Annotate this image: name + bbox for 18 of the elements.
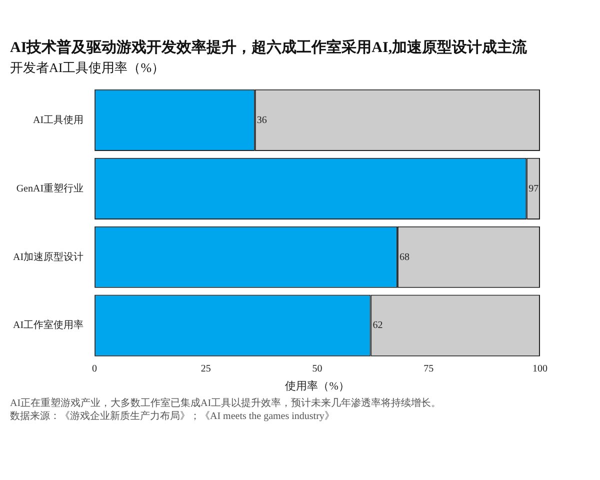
- data-label: 62: [372, 320, 383, 332]
- y-tick-label: AI工作室使用率: [12, 319, 84, 332]
- y-tick-label: GenAI重塑行业: [16, 182, 84, 194]
- x-tick-label: 25: [200, 363, 211, 374]
- data-label: 68: [399, 252, 410, 263]
- source-note: 数据来源：《游戏企业新质生产力布局》；《AI meets the games industry》: [10, 410, 336, 423]
- x-tick-label: 100: [532, 363, 548, 374]
- x-tick-label: 50: [312, 363, 322, 374]
- y-tick-label: AI工具使用: [32, 114, 84, 126]
- x-tick-label: 75: [424, 363, 434, 374]
- text: AI正在重塑游戏产业，大多数工作室已集成AI工具以提升效率，预计未来几年渗透率将持续增长。: [10, 397, 442, 410]
- x-tick-label: 0: [92, 363, 98, 374]
- data-label: 97: [528, 183, 539, 194]
- y-tick-label: AI加速原型设计: [12, 250, 84, 263]
- data-label: 36: [256, 114, 267, 126]
- x-axis-title: 使用率（%）: [285, 379, 350, 392]
- chart-subtitle: 开发者AI工具使用率（%）: [10, 59, 166, 77]
- chart-title: AI技术普及驱动游戏开发效率提升，超六成工作室采用AI,加速原型设计成主流: [10, 38, 528, 57]
